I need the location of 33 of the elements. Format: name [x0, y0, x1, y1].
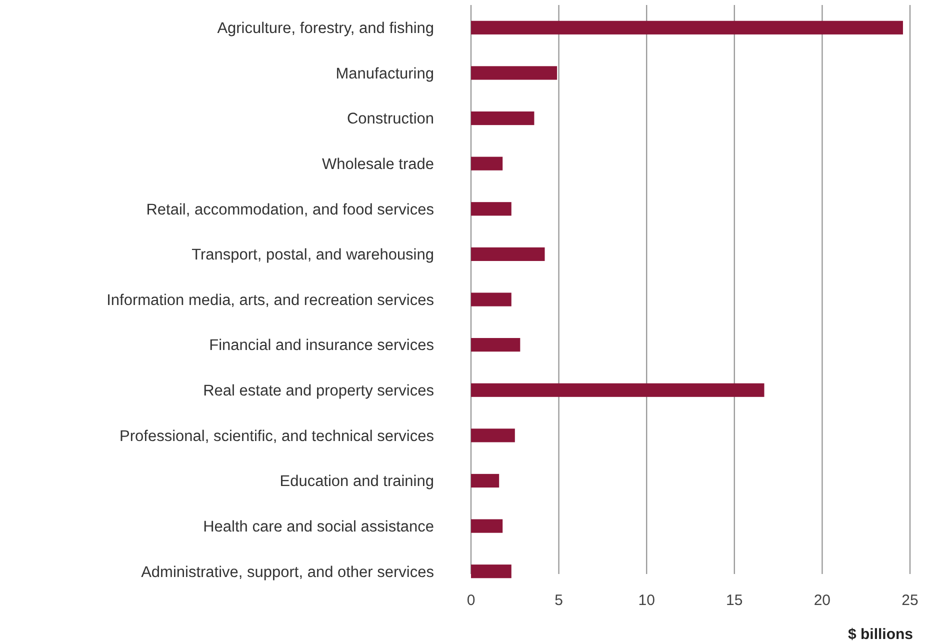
- x-tick-label: 20: [814, 592, 831, 609]
- y-tick-label: Agriculture, forestry, and fishing: [217, 20, 434, 38]
- y-tick-label: Professional, scientific, and technical services: [120, 428, 434, 445]
- y-tick-label: Wholesale trade: [322, 156, 434, 173]
- y-tick-label: Transport, postal, and warehousing: [192, 246, 434, 264]
- bar: [471, 338, 520, 352]
- bar: [471, 202, 512, 216]
- y-tick-label: Construction: [346, 110, 434, 128]
- y-tick-label: Administrative, support, and other services: [141, 564, 434, 581]
- x-tick-label: 10: [638, 592, 655, 609]
- y-tick-label: Manufacturing: [336, 65, 434, 82]
- y-tick-label: Health care and social assistance: [203, 518, 434, 536]
- bar: [471, 564, 512, 578]
- y-tick-label: Information media, arts, and recreation services: [106, 292, 434, 309]
- y-tick-label: Retail, accommodation, and food services: [146, 201, 434, 218]
- bar: [471, 66, 558, 80]
- x-tick-label: 15: [726, 592, 743, 609]
- bar: [471, 247, 545, 261]
- x-tick-label: 5: [554, 592, 563, 609]
- bar: [471, 428, 515, 442]
- bar: [471, 474, 500, 488]
- bar: [471, 111, 534, 126]
- bar: [471, 519, 503, 533]
- y-tick-label: Education and training: [280, 473, 434, 490]
- bar: [471, 383, 764, 397]
- x-axis-title: $ billions: [848, 626, 913, 643]
- x-tick-label: 25: [902, 592, 918, 609]
- y-tick-label: Real estate and property services: [203, 382, 434, 400]
- y-tick-label: Financial and insurance services: [209, 337, 434, 354]
- x-tick-label: 0: [466, 592, 476, 609]
- bar: [471, 156, 503, 170]
- bar: [471, 292, 512, 306]
- bar: [471, 20, 903, 34]
